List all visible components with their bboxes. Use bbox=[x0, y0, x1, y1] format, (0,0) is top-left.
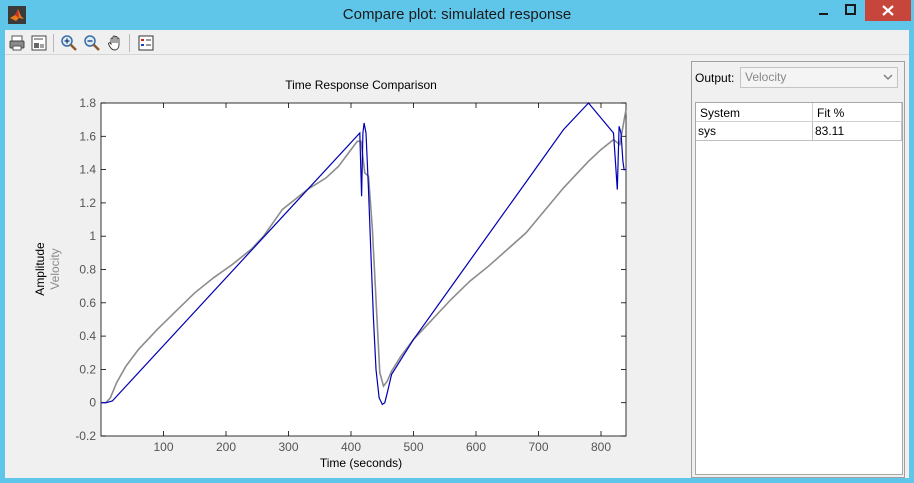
table-cell-system[interactable]: sys bbox=[696, 122, 813, 141]
y-tick-label: 1.6 bbox=[79, 129, 96, 143]
minimize-button[interactable] bbox=[810, 0, 837, 21]
legend-icon[interactable] bbox=[136, 33, 156, 53]
table-header-system[interactable]: System bbox=[696, 103, 813, 122]
toolbar-separator bbox=[129, 34, 130, 52]
output-select-value: Velocity bbox=[745, 70, 787, 84]
y-tick-label: 1 bbox=[89, 229, 96, 243]
fit-table[interactable]: System Fit % sys 83.11 bbox=[695, 102, 903, 475]
maximize-button[interactable] bbox=[837, 0, 864, 21]
y-tick-label: 1.2 bbox=[79, 196, 96, 210]
x-tick-label: 300 bbox=[278, 440, 298, 454]
chart-title: Time Response Comparison bbox=[285, 78, 437, 92]
toolbar-separator bbox=[53, 34, 54, 52]
x-tick-label: 700 bbox=[528, 440, 548, 454]
pan-hand-icon[interactable] bbox=[105, 33, 125, 53]
y-tick-label: 0 bbox=[89, 396, 96, 410]
y-tick-label: 1.4 bbox=[79, 163, 96, 177]
x-tick-label: 200 bbox=[216, 440, 236, 454]
table-cell-fit[interactable]: 83.11 bbox=[813, 122, 902, 141]
output-label: Output: bbox=[695, 71, 735, 85]
table-header-fit[interactable]: Fit % bbox=[813, 103, 902, 122]
matlab-icon bbox=[8, 6, 26, 24]
print-preview-icon[interactable] bbox=[29, 33, 49, 53]
x-tick-label: 400 bbox=[341, 440, 361, 454]
output-select[interactable]: Velocity bbox=[740, 67, 898, 88]
zoom-out-icon[interactable] bbox=[82, 33, 102, 53]
fit-panel: Output: Velocity System Fit % sys 83.11 bbox=[691, 61, 905, 478]
time-response-chart[interactable]: Time Response Comparison Time (seconds) … bbox=[5, 56, 685, 478]
zoom-in-icon[interactable] bbox=[59, 33, 79, 53]
figure-toolbar bbox=[5, 30, 909, 55]
x-tick-label: 500 bbox=[403, 440, 423, 454]
y-tick-label: 0.8 bbox=[79, 263, 96, 277]
y-tick-label: -0.2 bbox=[75, 429, 96, 443]
x-tick-label: 100 bbox=[153, 440, 173, 454]
window-title: Compare plot: simulated response bbox=[342, 6, 572, 23]
y-axis-output-label: Velocity bbox=[48, 248, 62, 289]
close-button[interactable] bbox=[865, 0, 911, 21]
y-axis-label: Amplitude bbox=[33, 242, 47, 296]
x-tick-label: 800 bbox=[591, 440, 611, 454]
y-tick-label: 1.8 bbox=[79, 96, 96, 110]
chevron-down-icon bbox=[883, 71, 893, 86]
y-tick-label: 0.4 bbox=[79, 329, 96, 343]
title-bar[interactable]: Compare plot: simulated response bbox=[0, 0, 914, 30]
sys-simulated-line bbox=[101, 102, 626, 406]
y-tick-label: 0.2 bbox=[79, 362, 96, 376]
y-tick-label: 0.6 bbox=[79, 296, 96, 310]
plot-area: Time Response Comparison Time (seconds) … bbox=[5, 56, 685, 478]
client-area: Time Response Comparison Time (seconds) … bbox=[5, 30, 909, 478]
print-icon[interactable] bbox=[7, 33, 27, 53]
x-tick-label: 600 bbox=[466, 440, 486, 454]
x-axis-label: Time (seconds) bbox=[320, 456, 402, 470]
